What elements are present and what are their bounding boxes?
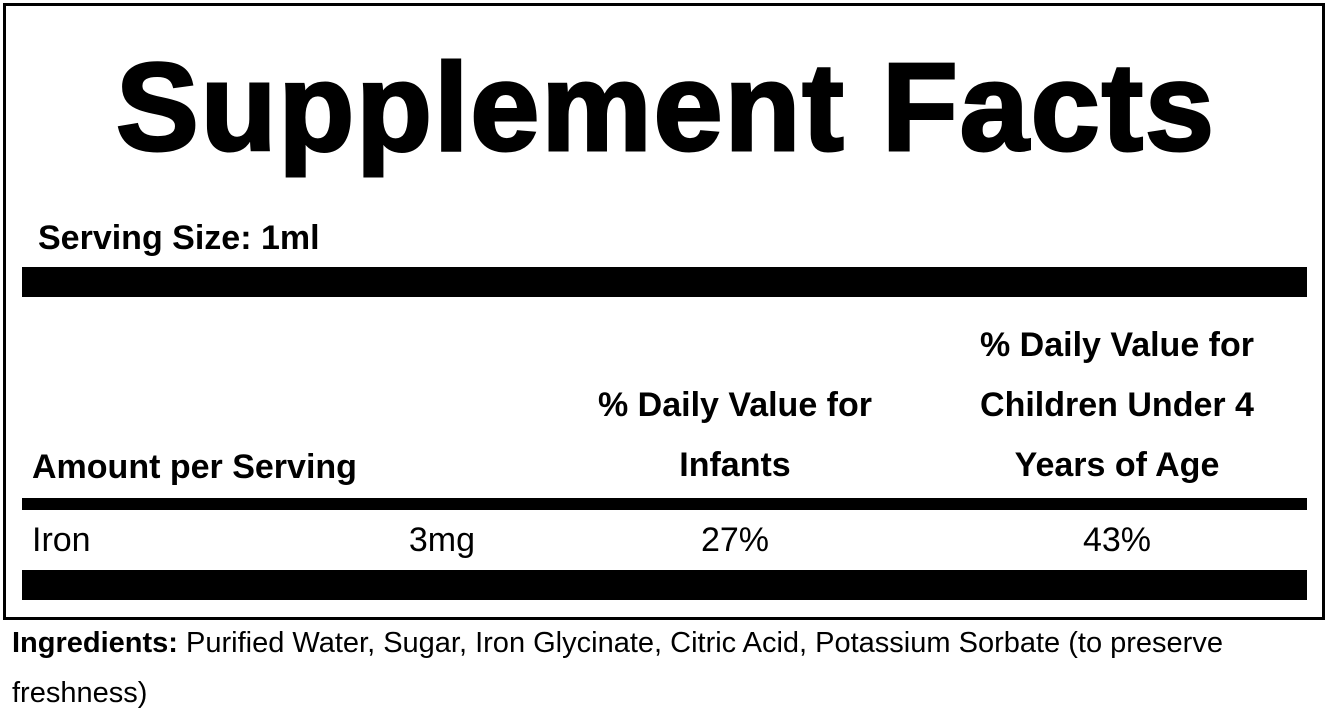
divider-thick (22, 267, 1307, 297)
label-title: Supplement Facts (115, 38, 1216, 179)
daily-value: 43% (1082, 521, 1152, 559)
ingredients-label: Ingredients: (12, 627, 178, 659)
column-heading: % Daily Value for (598, 386, 872, 424)
ingredients-text: Purified Water, Sugar, Iron Glycinate, C… (12, 627, 1223, 709)
nutrient-amount: 3mg (408, 521, 475, 559)
ingredients: Ingredients: Purified Water, Sugar, Iron… (12, 618, 1312, 718)
column-heading: Infants (679, 446, 791, 484)
label-border (3, 3, 1325, 620)
column-heading: Years of Age (1014, 446, 1220, 484)
divider-thick (22, 570, 1307, 600)
daily-value: 27% (700, 521, 770, 559)
column-heading: Amount per Serving (32, 448, 357, 486)
nutrient-name: Iron (32, 521, 91, 559)
column-heading: Children Under 4 (980, 386, 1254, 424)
divider-medium (22, 498, 1307, 510)
column-heading: % Daily Value for (980, 326, 1254, 364)
serving-size: Serving Size: 1ml (38, 219, 320, 257)
